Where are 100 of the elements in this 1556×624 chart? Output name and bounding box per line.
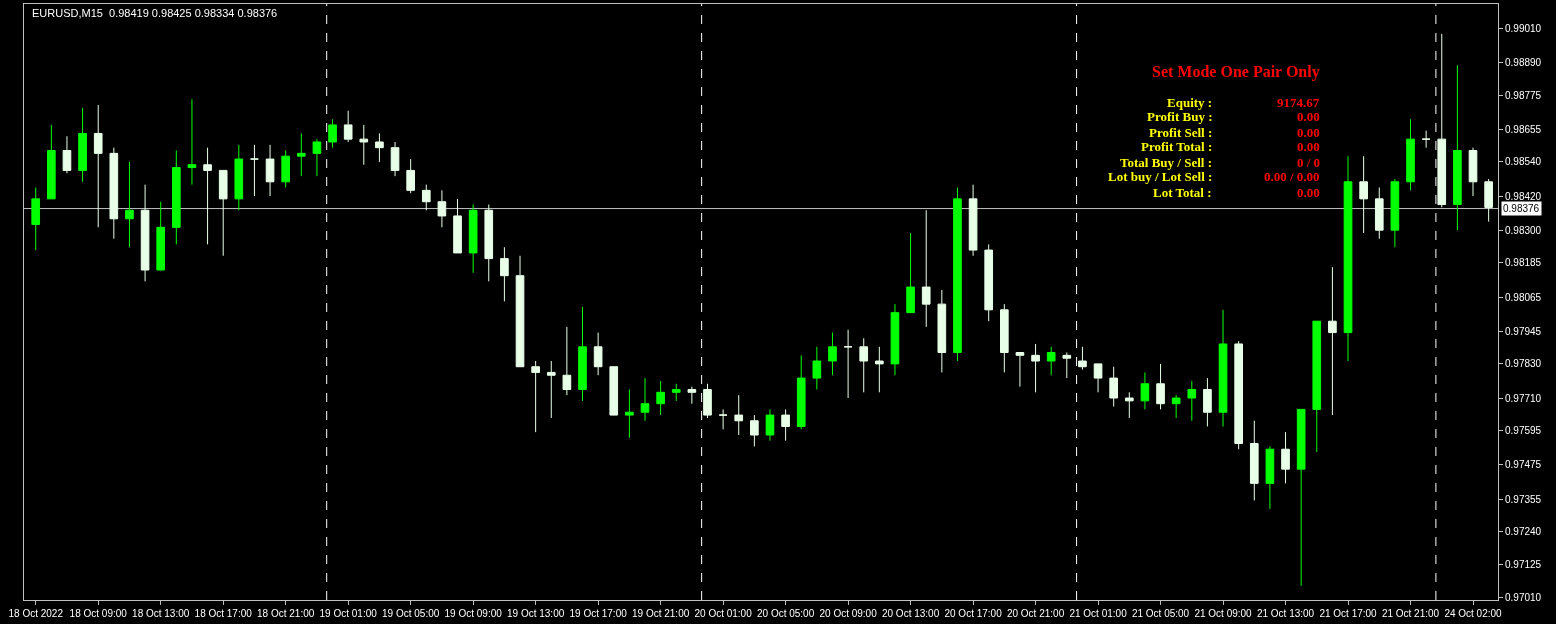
candlestick xyxy=(1312,320,1322,453)
candlestick xyxy=(656,380,665,416)
candlestick xyxy=(109,147,119,240)
candlestick xyxy=(1249,420,1259,501)
x-tick-label: 19 Oct 09:00 xyxy=(444,608,503,619)
candlestick xyxy=(140,184,150,282)
candlestick xyxy=(453,198,462,254)
annotation: Set Mode One Pair Only xyxy=(1152,63,1320,81)
x-tick-label: 20 Oct 05:00 xyxy=(756,608,815,619)
candlestick xyxy=(343,110,353,143)
candlestick xyxy=(187,98,197,186)
candlestick xyxy=(1046,346,1056,376)
candlestick xyxy=(546,360,556,419)
candlestick xyxy=(47,124,56,200)
annotation: Total Buy / Sell : xyxy=(1120,155,1212,170)
candlestick xyxy=(625,388,634,439)
annotation: Lot Total : xyxy=(1153,185,1212,200)
annotation: Profit Total : xyxy=(1141,139,1213,154)
candlestick xyxy=(281,150,291,188)
candlestick xyxy=(781,408,790,442)
candlestick xyxy=(1093,363,1103,393)
candlestick xyxy=(687,386,697,405)
candlestick xyxy=(578,306,587,402)
y-tick-label: 0.97945 xyxy=(1505,325,1542,337)
annotation: 0.00 xyxy=(1297,125,1320,140)
candlestick xyxy=(406,158,415,194)
y-tick-label: 0.98185 xyxy=(1505,257,1542,269)
y-tick-label: 0.97125 xyxy=(1505,558,1542,570)
candlestick xyxy=(250,144,259,197)
candlestick xyxy=(937,289,947,373)
candlestick xyxy=(812,346,822,390)
candlestick xyxy=(671,383,681,402)
candlestick xyxy=(609,366,619,416)
x-tick-label: 24 Oct 02:00 xyxy=(1444,608,1503,619)
annotation: Lot buy / Lot Sell : xyxy=(1108,169,1213,184)
candlestick xyxy=(156,201,166,271)
candlestick xyxy=(1031,343,1040,393)
y-tick-label: 0.97710 xyxy=(1505,392,1542,404)
y-tick-label: 0.97355 xyxy=(1505,493,1542,505)
candlestick xyxy=(234,144,244,211)
candlestick xyxy=(718,408,728,430)
candlestick xyxy=(1390,178,1400,248)
y-tick-label: 0.98540 xyxy=(1505,156,1542,168)
y-tick-label: 0.97830 xyxy=(1505,358,1542,370)
y-tick-label: 0.98890 xyxy=(1505,56,1542,68)
chart-title: EURUSD,M15 0.98419 0.98425 0.98334 0.98376 xyxy=(32,7,278,19)
y-tick-label: 0.98300 xyxy=(1505,224,1542,236)
candlestick xyxy=(171,150,181,245)
x-tick-label: 19 Oct 17:00 xyxy=(569,608,628,619)
candlestick xyxy=(62,135,72,174)
candlestick xyxy=(500,246,509,302)
annotation: 0 / 0 xyxy=(1297,155,1321,170)
candlestick xyxy=(1000,303,1009,373)
x-tick-label: 21 Oct 17:00 xyxy=(1319,608,1378,619)
annotation: 0.00 / 0.00 xyxy=(1264,169,1320,184)
x-tick-label: 21 Oct 21:00 xyxy=(1381,608,1440,619)
y-tick-label: 0.97240 xyxy=(1505,526,1542,538)
candlestick xyxy=(875,346,884,393)
candlestick xyxy=(562,326,572,396)
candlestick xyxy=(984,243,994,322)
x-tick-label: 21 Oct 09:00 xyxy=(1194,608,1253,619)
y-tick-label: 0.98655 xyxy=(1505,123,1542,135)
candlestick xyxy=(1187,380,1197,422)
x-tick-label: 18 Oct 21:00 xyxy=(257,608,315,619)
candlestick xyxy=(312,138,322,177)
candlestick xyxy=(1078,346,1087,371)
candlestick xyxy=(843,329,853,399)
annotation: 0.00 xyxy=(1297,139,1320,154)
candlestick xyxy=(734,394,744,436)
x-tick-label: 20 Oct 21:00 xyxy=(1006,608,1065,619)
candlestick xyxy=(1109,366,1119,408)
candlestick xyxy=(468,204,478,274)
y-tick-label: 0.97010 xyxy=(1505,591,1542,603)
x-tick-label: 18 Oct 2022 xyxy=(8,608,64,619)
candlestick xyxy=(203,147,212,245)
x-tick-label: 19 Oct 13:00 xyxy=(507,608,565,619)
candlestick xyxy=(640,377,650,422)
candlestick xyxy=(828,332,837,376)
candlestick xyxy=(1374,186,1384,240)
candlestick xyxy=(531,360,540,433)
candlestick xyxy=(1359,155,1368,234)
y-tick-label: 0.97595 xyxy=(1505,425,1542,437)
x-tick-label: 20 Oct 09:00 xyxy=(819,608,878,619)
candlestick xyxy=(968,184,978,257)
y-tick-label: 0.98420 xyxy=(1505,190,1542,202)
candlestick xyxy=(890,303,900,376)
candlestick xyxy=(390,141,400,177)
x-tick-label: 18 Oct 17:00 xyxy=(194,608,253,619)
x-tick-label: 19 Oct 01:00 xyxy=(319,608,378,619)
candlestick xyxy=(593,332,603,376)
candlestick xyxy=(1015,352,1025,388)
y-tick-label: 0.99010 xyxy=(1505,22,1542,34)
x-tick-label: 20 Oct 13:00 xyxy=(881,608,940,619)
candlestick xyxy=(1203,377,1212,427)
candlestick xyxy=(1281,431,1290,484)
annotation: 9174.67 xyxy=(1277,95,1320,110)
candlestick xyxy=(859,337,869,393)
x-tick-label: 18 Oct 09:00 xyxy=(69,608,128,619)
annotation: 0.00 xyxy=(1297,109,1320,124)
candlestick xyxy=(921,209,931,328)
